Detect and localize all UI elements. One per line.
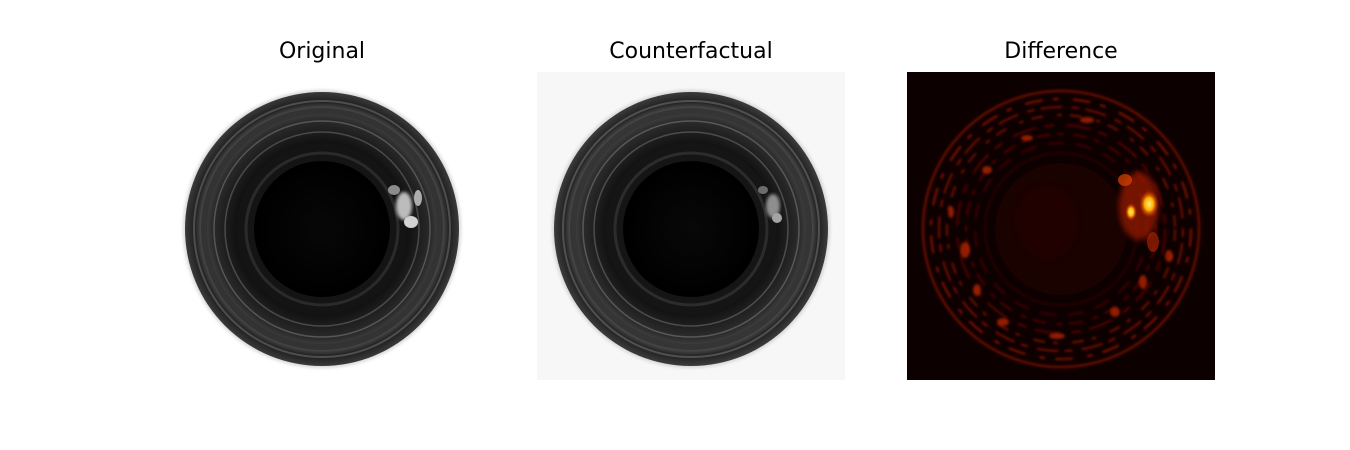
panel-title-original: Original xyxy=(278,39,366,64)
difference-heatmap-panel xyxy=(907,72,1215,380)
panel-title-difference: Difference xyxy=(1004,39,1118,64)
counterfactual-image-panel xyxy=(537,72,845,380)
counterfactual-bottle-image xyxy=(537,72,845,380)
panel-title-counterfactual: Counterfactual xyxy=(609,39,773,64)
difference-heatmap-image xyxy=(907,72,1215,380)
original-bottle-image xyxy=(168,72,476,380)
original-image-panel xyxy=(168,72,476,380)
